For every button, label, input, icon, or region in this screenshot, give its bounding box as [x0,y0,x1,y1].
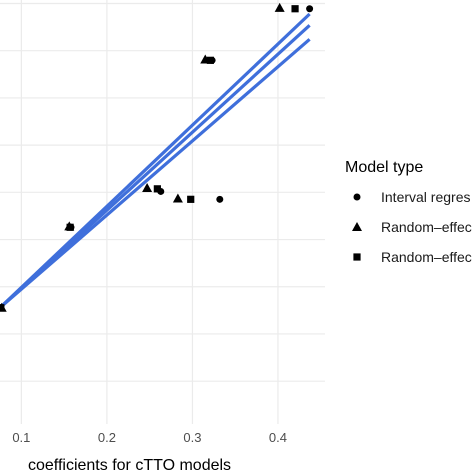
fit-lines [0,12,311,309]
circle-point-5 [306,5,314,13]
legend-label-2: Random–effec [381,249,472,265]
square-point-2 [153,185,161,193]
fit-line-2 [0,38,311,309]
square-point-0 [0,304,5,312]
legend-key-square [353,253,361,261]
data-points [0,2,314,312]
legend-key-circle [353,193,361,201]
x-tick-label-0: 0.1 [12,430,30,445]
fit-line-1 [0,24,311,309]
square-point-5 [291,5,299,13]
triangle-point-5 [274,2,285,12]
legend-label-1: Random–effec [381,219,472,235]
square-point-4 [206,56,214,64]
circle-point-3 [216,195,224,203]
triangle-point-3 [172,193,183,203]
legend-key-triangle [352,222,362,231]
square-point-3 [187,195,195,203]
legend-title: Model type [345,159,423,176]
triangle-point-2 [142,182,153,192]
x-axis: 0.1 0.2 0.3 0.4 [12,430,287,445]
legend: Model type Interval regres Random–effec Ran… [345,159,472,265]
square-point-1 [66,223,74,231]
x-tick-label-3: 0.4 [269,430,287,445]
x-tick-label-1: 0.2 [98,430,116,445]
x-axis-title: coefficients for cTTO models [28,457,231,474]
x-tick-label-2: 0.3 [183,430,201,445]
grid [0,0,325,424]
legend-label-0: Interval regres [381,189,470,205]
